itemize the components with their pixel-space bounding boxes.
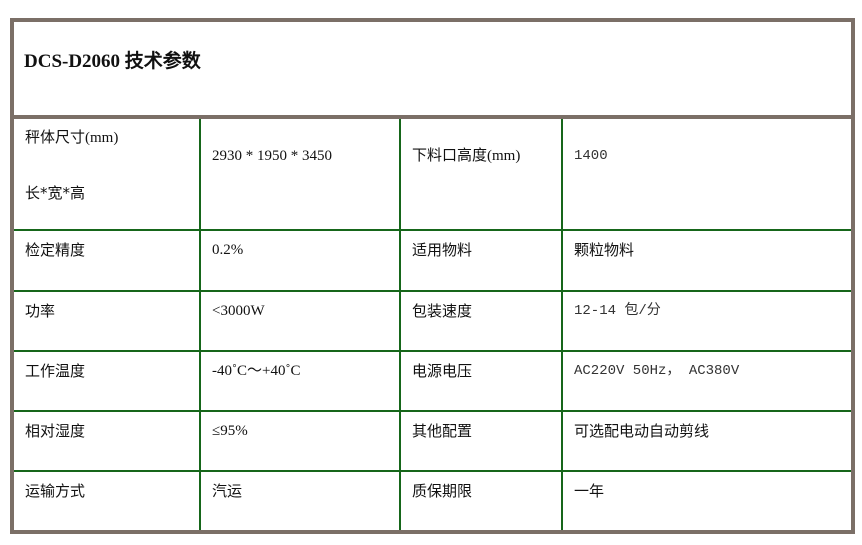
label-temperature: 工作温度: [14, 352, 201, 412]
label-humidity: 相对湿度: [14, 412, 201, 472]
value-other-config: 可选配电动自动剪线: [563, 412, 851, 472]
value-speed: 12-14 包/分: [563, 292, 851, 352]
table-title-row: DCS-D2060 技术参数: [14, 22, 851, 119]
value-outlet-height: 1400: [563, 119, 851, 231]
value-humidity: ≤95%: [201, 412, 401, 472]
label-transport: 运输方式: [14, 472, 201, 530]
value-size: 2930 * 1950 * 3450: [201, 119, 401, 231]
table-title: DCS-D2060 技术参数: [24, 51, 201, 72]
label-accuracy: 检定精度: [14, 231, 201, 292]
value-temperature: -40˚C～+40˚C: [201, 352, 401, 412]
label-material: 适用物料: [401, 231, 563, 292]
label-other-config: 其他配置: [401, 412, 563, 472]
value-warranty: 一年: [574, 482, 605, 500]
value-power: <3000W: [201, 292, 401, 352]
value-voltage: AC220V 50Hz， AC380V: [563, 352, 851, 412]
label-warranty: 质保期限: [401, 472, 563, 530]
label-voltage: 电源电压: [401, 352, 563, 412]
spec-table: DCS-D2060 技术参数 秤体尺寸(mm) 长*宽*高 2930 * 195…: [10, 18, 855, 534]
label-outlet-height: 下料口高度(mm): [401, 119, 563, 231]
label-power: 功率: [14, 292, 201, 352]
value-transport: 汽运: [201, 472, 401, 530]
label-speed: 包装速度: [401, 292, 563, 352]
label-size: 秤体尺寸(mm) 长*宽*高: [14, 119, 201, 231]
value-accuracy: 0.2%: [201, 231, 401, 292]
label-size-sub: 长*宽*高: [25, 184, 86, 202]
label-size-text: 秤体尺寸(mm): [25, 130, 119, 146]
value-material: 颗粒物料: [563, 231, 851, 292]
